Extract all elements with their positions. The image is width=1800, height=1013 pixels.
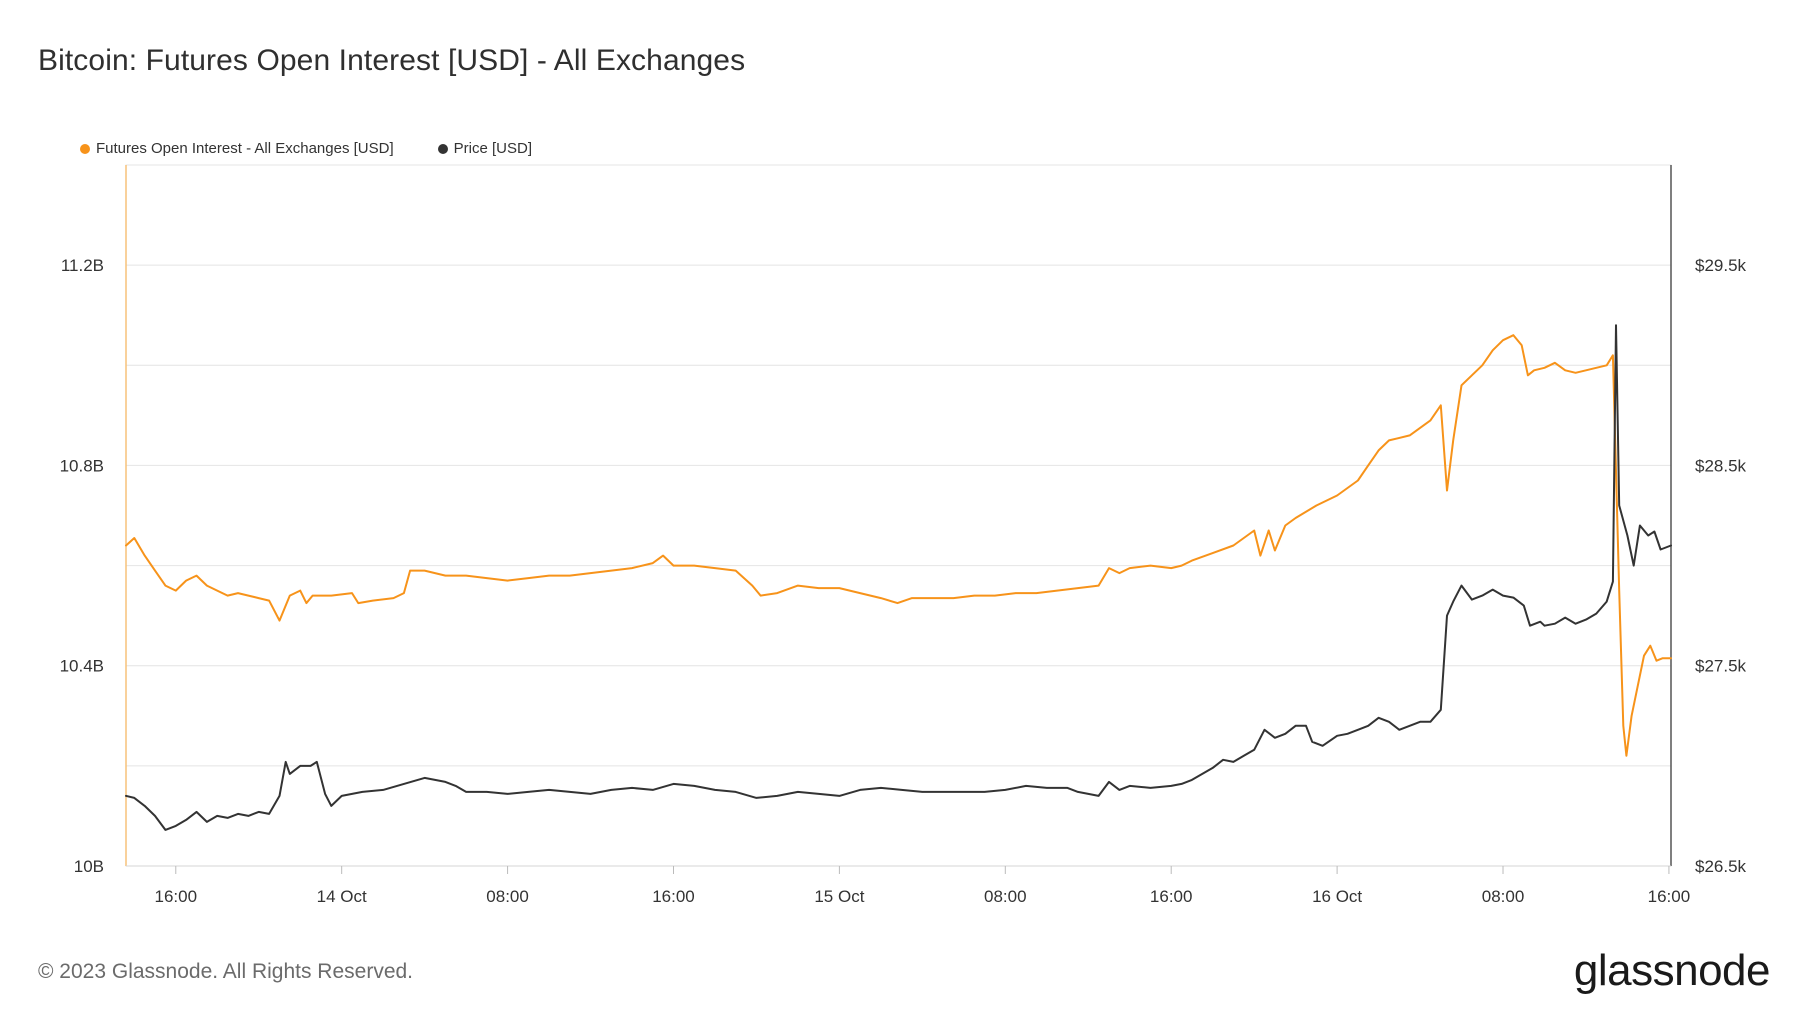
x-tick-label: 16:00 [652, 887, 695, 906]
legend: Futures Open Interest - All Exchanges [U… [80, 140, 532, 157]
glassnode-logo: glassnode [1573, 946, 1771, 995]
x-tick-label: 16:00 [154, 887, 197, 906]
x-tick-label: 16:00 [1648, 887, 1691, 906]
price-line[interactable] [125, 324, 1672, 831]
y-left-tick-label: 10B [74, 857, 104, 876]
plot-area [125, 164, 1672, 867]
legend-swatch-open-interest [80, 143, 90, 154]
legend-item-price[interactable]: Price [USD] [437, 140, 532, 157]
y-right-tick-label: $26.5k [1695, 857, 1747, 876]
y-left-tick-label: 10.4B [60, 657, 104, 676]
chart-title: Bitcoin: Futures Open Interest [USD] - A… [38, 44, 746, 77]
x-tick-label: 16 Oct [1312, 887, 1362, 906]
x-tick-label: 08:00 [1482, 887, 1525, 906]
copyright-footer: © 2023 Glassnode. All Rights Reserved. [38, 960, 414, 983]
y-right-tick-label: $29.5k [1695, 256, 1747, 275]
y-left-tick-label: 11.2B [61, 256, 104, 275]
y-right-tick-label: $28.5k [1695, 456, 1747, 475]
x-tick-label: 15 Oct [814, 887, 864, 906]
x-tick-label: 16:00 [1150, 887, 1193, 906]
legend-label-price: Price [USD] [453, 140, 532, 157]
x-tick-label: 08:00 [486, 887, 529, 906]
y-right-tick-label: $27.5k [1695, 657, 1747, 676]
y-left-tick-label: 10.8B [60, 456, 104, 475]
x-tick-label: 14 Oct [317, 887, 367, 906]
legend-swatch-price [437, 143, 448, 154]
legend-item-open-interest[interactable]: Futures Open Interest - All Exchanges [U… [80, 140, 394, 157]
x-tick-label: 08:00 [984, 887, 1027, 906]
legend-label-open-interest: Futures Open Interest - All Exchanges [U… [96, 140, 394, 157]
open-interest-line[interactable] [125, 334, 1672, 757]
